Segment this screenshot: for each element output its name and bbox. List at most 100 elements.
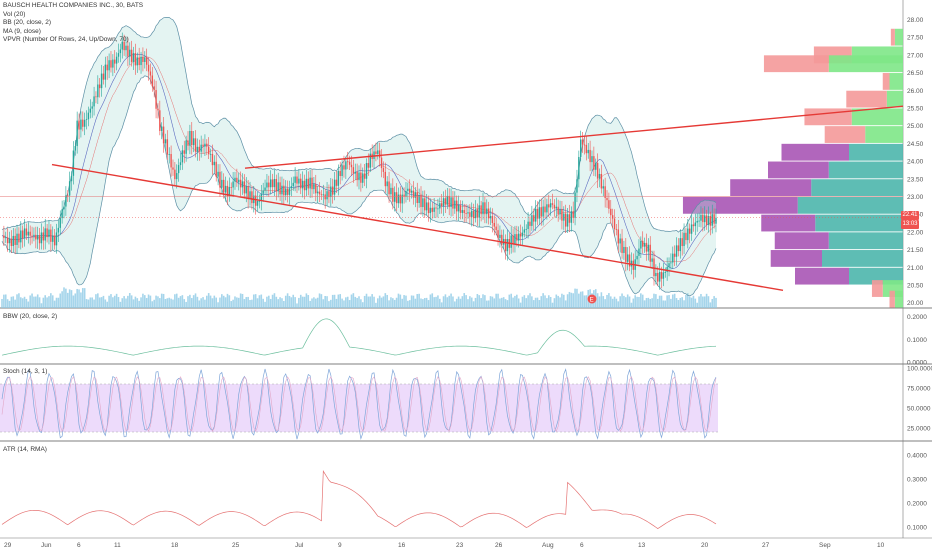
candle-body xyxy=(89,108,92,113)
countdown-tag: 13:03 xyxy=(901,220,919,229)
candle-body xyxy=(600,173,603,189)
volume-bar xyxy=(371,294,373,308)
volume-bar xyxy=(286,293,289,308)
atr-legend[interactable]: ATR (14, RMA) xyxy=(3,446,47,455)
volume-bar xyxy=(66,292,69,308)
candle-body xyxy=(504,238,507,252)
volume-bar xyxy=(709,302,712,308)
candle-body xyxy=(395,192,398,204)
candle-body xyxy=(427,202,430,214)
candle-body xyxy=(354,171,356,174)
stoch-legend[interactable]: Stoch (14, 3, 1) xyxy=(3,368,47,377)
volume-bar xyxy=(514,295,516,308)
volume-bar xyxy=(433,297,435,308)
volume-bar xyxy=(331,294,334,308)
vpvr-up-bar xyxy=(851,108,903,126)
volume-bar xyxy=(382,296,385,308)
volume-bar xyxy=(658,295,661,308)
candle-body xyxy=(433,207,435,212)
candle-body xyxy=(356,171,358,181)
candle-body xyxy=(78,120,80,130)
volume-bar xyxy=(16,294,18,308)
volume-bar xyxy=(343,300,345,308)
candle-body xyxy=(431,207,433,212)
candle-body xyxy=(52,235,54,242)
vpvr-up-bar xyxy=(828,161,903,179)
volume-bar xyxy=(365,293,368,308)
volume-bar xyxy=(431,293,434,308)
candle-body xyxy=(382,168,385,172)
indicator-bb[interactable]: BB (20, close, 2) xyxy=(3,19,52,26)
bbw-legend[interactable]: BBW (20, close, 2) xyxy=(3,313,57,322)
candle-body xyxy=(311,177,313,190)
volume-bar xyxy=(21,298,24,308)
candle-body xyxy=(185,140,187,154)
candle-body xyxy=(704,215,706,223)
candle-body xyxy=(324,194,326,200)
candle-body xyxy=(542,206,544,217)
volume-bar xyxy=(314,298,317,308)
candle-body xyxy=(21,230,24,239)
volume-bar xyxy=(181,295,184,308)
volume-bar xyxy=(546,298,548,308)
candle-body xyxy=(617,229,619,244)
vpvr-down-bar xyxy=(882,73,890,90)
indicator-ma[interactable]: MA (9, close) xyxy=(3,27,41,35)
vpvr-down-bar xyxy=(889,290,895,308)
candle-body xyxy=(687,228,689,241)
candle-body xyxy=(610,208,612,216)
volume-bar xyxy=(157,296,159,308)
volume-bar xyxy=(10,296,13,308)
chart-title: BAUSCH HEALTH COMPANIES INC., 30, BATS xyxy=(3,2,144,9)
volume-bar xyxy=(61,291,63,308)
candle-body xyxy=(715,217,717,224)
candle-body xyxy=(251,191,253,204)
volume-bar xyxy=(392,298,394,308)
candle-body xyxy=(206,143,208,147)
candle-body xyxy=(119,49,122,54)
volume-bar xyxy=(623,295,625,308)
volume-bar xyxy=(410,295,413,308)
candle-body xyxy=(469,212,471,217)
volume-bar xyxy=(454,301,456,308)
volume-bar xyxy=(6,299,9,308)
candle-body xyxy=(442,198,445,207)
volume-bar xyxy=(108,295,110,308)
volume-bar xyxy=(192,295,195,308)
candle-body xyxy=(243,181,246,194)
candle-body xyxy=(228,186,231,197)
volume-bar xyxy=(679,297,682,308)
candle-body xyxy=(416,192,418,203)
candle-body xyxy=(170,154,172,168)
bb-upper xyxy=(1,16,717,233)
volume-bar xyxy=(260,294,263,308)
volume-bar xyxy=(549,296,552,308)
volume-bar xyxy=(50,293,52,308)
candle-body xyxy=(219,171,221,188)
candle-body xyxy=(61,209,63,219)
drawn-trendlines[interactable]: E xyxy=(0,105,904,304)
volume-bar xyxy=(174,294,176,308)
indicator-vol[interactable]: Vol (20) xyxy=(3,10,26,18)
candle-body xyxy=(409,188,411,193)
volume-bar xyxy=(18,293,20,308)
indicator-vpvr[interactable]: VPVR (Number Of Rows, 24, Up/Down, 70) xyxy=(3,36,129,43)
volume-bar xyxy=(531,296,533,308)
candle-body xyxy=(200,144,202,152)
volume-bar xyxy=(628,296,631,308)
time-tick-label: 25 xyxy=(232,542,240,549)
volume-bar xyxy=(326,296,328,308)
volume-bar xyxy=(452,296,454,308)
volume-bar xyxy=(275,296,278,308)
volume-bar xyxy=(363,295,366,308)
volume-bar xyxy=(117,297,120,308)
volume-bar xyxy=(429,294,432,308)
volume-bar xyxy=(256,298,259,308)
pane-line-secondary xyxy=(1,376,717,432)
volume-bar xyxy=(4,294,7,308)
candle-body xyxy=(174,169,176,180)
vpvr-up-bar xyxy=(865,126,903,143)
candle-body xyxy=(583,144,586,146)
volume-bar xyxy=(330,299,332,308)
